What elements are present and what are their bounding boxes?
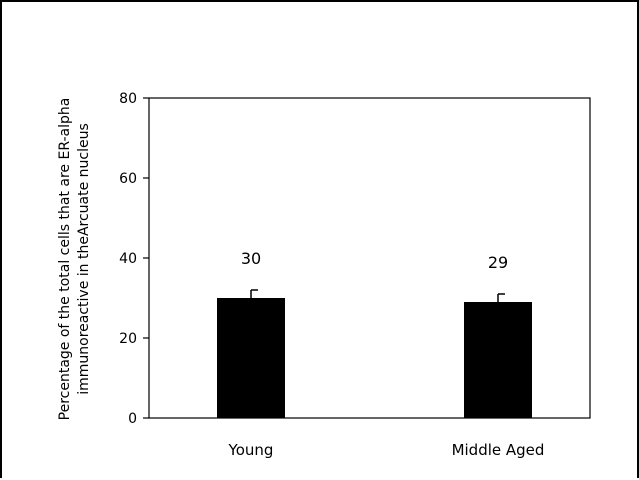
y-axis: 0 20 40 60 80 xyxy=(119,91,149,427)
y-tick-label: 0 xyxy=(128,411,137,427)
y-axis-title-line-1: Percentage of the total cells that are E… xyxy=(57,98,73,421)
y-tick-label: 20 xyxy=(119,331,137,347)
bar xyxy=(217,298,285,418)
bars: 30 29 xyxy=(217,249,532,418)
data-label: 29 xyxy=(488,253,508,272)
x-tick-label: Middle Aged xyxy=(452,441,545,459)
bar xyxy=(464,302,532,418)
y-tick-label: 40 xyxy=(119,251,137,267)
data-label: 30 xyxy=(241,249,261,268)
x-axis: Young Middle Aged xyxy=(228,441,545,459)
x-tick-label: Young xyxy=(228,441,274,459)
y-tick-label: 60 xyxy=(119,171,137,187)
y-tick-label: 80 xyxy=(119,91,137,107)
y-axis-title-line-2: immunoreactive in theArcuate nucleus xyxy=(76,123,92,395)
y-axis-title: Percentage of the total cells that are E… xyxy=(57,98,92,421)
